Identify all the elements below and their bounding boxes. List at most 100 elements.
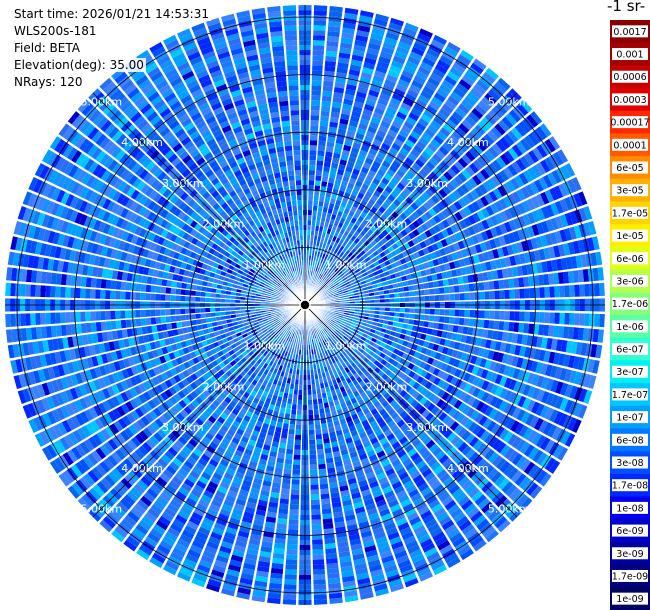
ray-gate bbox=[145, 309, 151, 317]
ray-gate bbox=[363, 423, 372, 432]
ray-gate bbox=[264, 526, 275, 533]
ray-gate bbox=[488, 408, 498, 420]
ray-gate bbox=[457, 442, 468, 453]
ray-gate bbox=[326, 331, 331, 337]
ray-gate bbox=[384, 522, 396, 531]
ray-gate bbox=[251, 482, 262, 490]
ray-gate bbox=[307, 374, 311, 380]
ray-gate bbox=[583, 373, 592, 388]
ray-gate bbox=[181, 282, 187, 289]
ray-gate bbox=[437, 540, 451, 551]
ray-gate bbox=[348, 381, 355, 389]
ray-gate bbox=[377, 363, 385, 370]
ray-gate bbox=[259, 360, 266, 367]
ray-gate bbox=[337, 381, 344, 389]
ray-gate bbox=[296, 409, 302, 415]
ray-gate bbox=[219, 441, 229, 450]
ray-gate bbox=[250, 456, 259, 464]
ray-gate bbox=[270, 372, 277, 379]
ray-gate bbox=[388, 499, 399, 508]
ray-gate bbox=[229, 400, 237, 408]
ray-gate bbox=[287, 373, 292, 379]
ray-gate bbox=[336, 354, 342, 361]
ray-gate bbox=[397, 522, 410, 531]
ray-gate bbox=[452, 536, 466, 548]
ray-gate bbox=[331, 346, 336, 352]
ray-gate bbox=[270, 399, 277, 406]
ray-gate bbox=[198, 457, 208, 467]
ray-gate bbox=[393, 348, 400, 355]
ray-gate bbox=[85, 311, 91, 322]
ray-gate bbox=[482, 418, 493, 429]
ray-gate bbox=[289, 424, 296, 430]
ray-gate bbox=[337, 546, 350, 553]
ray-gate bbox=[250, 487, 260, 495]
ray-gate bbox=[384, 490, 395, 499]
ray-gate bbox=[215, 490, 226, 499]
ray-gate bbox=[499, 461, 511, 474]
ray-gate bbox=[383, 354, 391, 362]
ray-gate bbox=[306, 349, 309, 355]
ray-gate bbox=[558, 353, 566, 366]
ray-gate bbox=[442, 323, 449, 331]
ray-gate bbox=[330, 319, 336, 324]
ray-gate bbox=[416, 460, 427, 470]
ray-gate bbox=[271, 362, 277, 369]
ray-gate bbox=[333, 399, 340, 406]
ray-gate bbox=[120, 319, 127, 329]
ray-gate bbox=[312, 399, 318, 405]
ray-gate bbox=[380, 513, 393, 522]
ray-gate bbox=[155, 519, 169, 531]
ray-gate bbox=[429, 335, 437, 343]
ray-gate bbox=[377, 345, 384, 352]
ray-gate bbox=[529, 415, 540, 429]
ray-gate bbox=[341, 494, 351, 502]
ray-gate bbox=[334, 331, 340, 336]
ray-gate bbox=[253, 519, 265, 527]
ray-gate bbox=[286, 544, 298, 550]
ray-gate bbox=[449, 397, 459, 407]
ray-gate bbox=[421, 327, 428, 334]
ray-gate bbox=[336, 360, 342, 367]
ray-gate bbox=[180, 308, 186, 315]
ray-gate bbox=[575, 342, 583, 355]
ray-gate bbox=[511, 470, 523, 483]
ray-gate bbox=[210, 476, 221, 486]
ray-gate bbox=[348, 425, 357, 433]
ray-gate bbox=[497, 477, 510, 491]
ray-gate bbox=[366, 554, 380, 563]
ray-gate bbox=[427, 402, 436, 412]
ray-gate bbox=[329, 347, 334, 354]
ray-gate bbox=[337, 341, 343, 347]
ray-gate bbox=[235, 498, 246, 507]
ray-gate bbox=[314, 414, 320, 420]
ray-gate bbox=[343, 335, 349, 341]
ray-gate bbox=[416, 384, 425, 393]
ray-gate bbox=[376, 450, 386, 459]
ray-gate bbox=[229, 424, 238, 433]
ray-gate bbox=[245, 553, 258, 561]
ray-gate bbox=[541, 377, 550, 390]
ray-gate bbox=[518, 476, 531, 490]
ray-gate bbox=[206, 463, 217, 472]
ray-gate bbox=[270, 446, 278, 453]
ray-gate bbox=[266, 511, 277, 519]
ray-gate bbox=[346, 524, 358, 531]
ray-gate bbox=[387, 531, 400, 541]
ray-gate bbox=[207, 481, 219, 490]
ray-gate bbox=[597, 329, 604, 343]
ray-gate bbox=[412, 381, 421, 390]
ray-gate bbox=[75, 287, 81, 299]
ray-gate bbox=[233, 432, 243, 441]
ray-gate bbox=[162, 535, 176, 547]
ray-gate bbox=[210, 297, 216, 303]
ray-gate bbox=[253, 425, 262, 433]
ray-gate bbox=[411, 520, 424, 531]
ray-gate bbox=[552, 325, 560, 338]
ray-gate bbox=[180, 464, 192, 474]
ray-gate bbox=[432, 447, 443, 457]
ray-gate bbox=[414, 314, 420, 320]
ray-gate bbox=[35, 284, 41, 297]
ray-gate bbox=[265, 352, 271, 359]
ray-gate bbox=[155, 316, 162, 324]
